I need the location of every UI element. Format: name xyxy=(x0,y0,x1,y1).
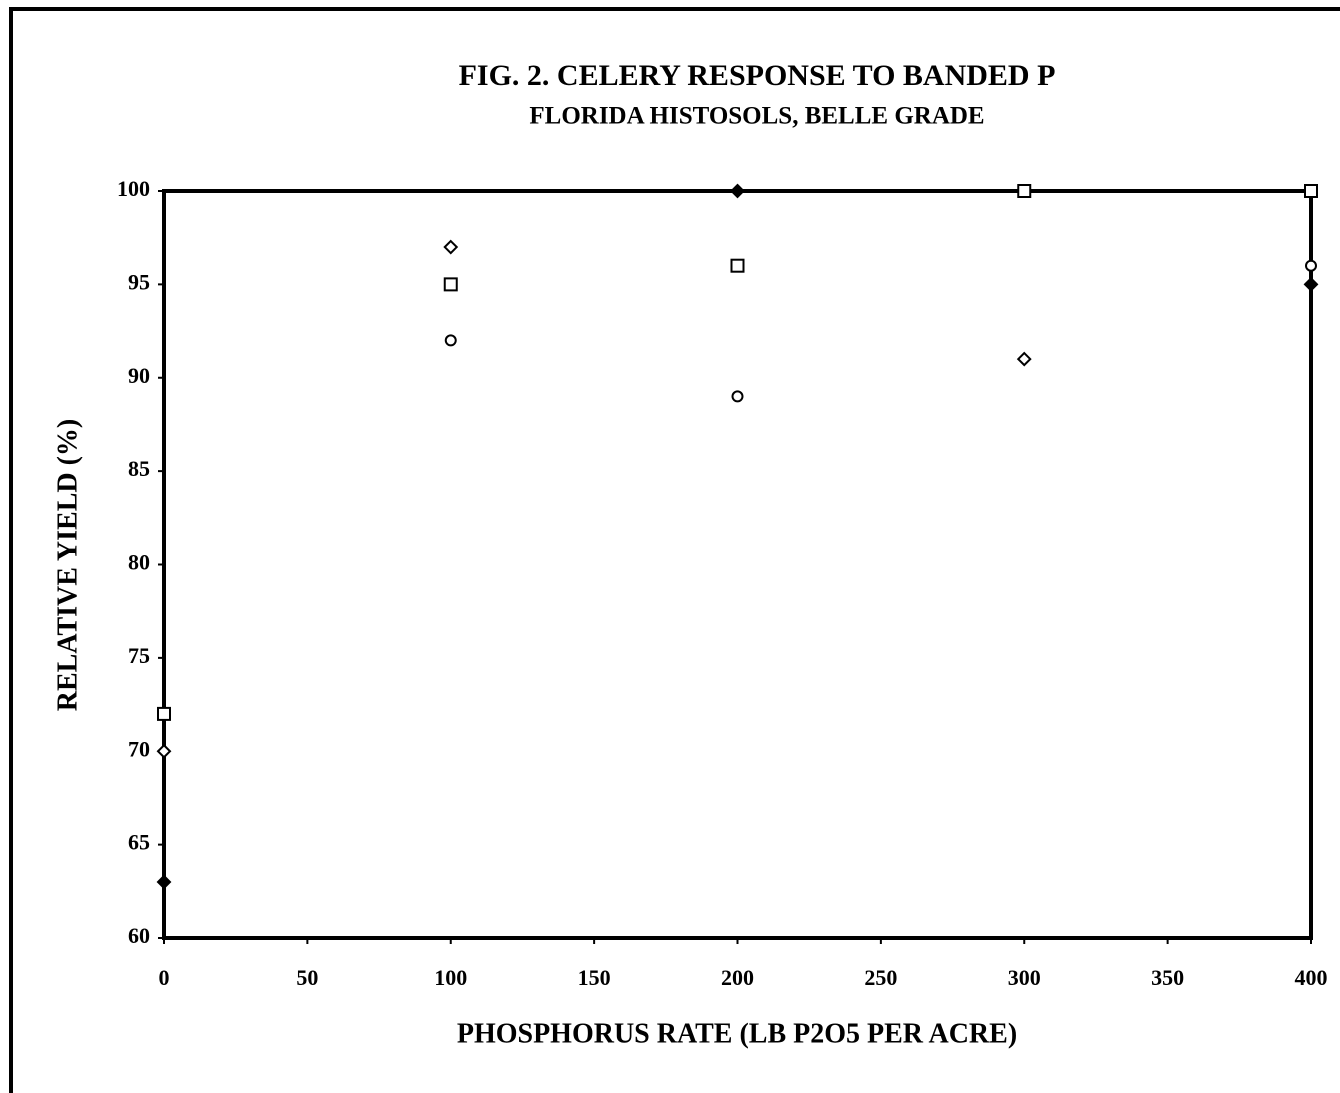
y-tick-label: 75 xyxy=(128,643,150,668)
y-tick-label: 95 xyxy=(128,269,150,294)
y-tick-label: 90 xyxy=(128,363,150,388)
point xyxy=(443,277,458,292)
y-axis-label: RELATIVE YIELD (%) xyxy=(52,419,83,711)
y-tick-label: 85 xyxy=(128,456,150,481)
point xyxy=(1305,259,1317,272)
x-tick-label: 300 xyxy=(1008,965,1041,990)
point xyxy=(1303,276,1319,292)
point xyxy=(731,390,744,403)
y-tick-label: 80 xyxy=(128,550,150,575)
point xyxy=(443,239,459,255)
y-tick-label: 70 xyxy=(128,736,150,761)
x-axis-label: PHOSPHORUS RATE (LB P2O5 PER ACRE) xyxy=(457,1018,1017,1049)
x-tick-label: 250 xyxy=(864,965,897,990)
x-tick-label: 0 xyxy=(159,965,170,990)
y-tick-label: 100 xyxy=(117,176,150,201)
frame xyxy=(9,7,1340,1093)
point xyxy=(730,183,745,199)
chart-subtitle: FLORIDA HISTOSOLS, BELLE GRADE xyxy=(529,103,984,130)
x-tick-label: 200 xyxy=(721,965,754,990)
y-tick-label: 65 xyxy=(128,830,150,855)
point xyxy=(157,706,171,721)
x-tick-label: 100 xyxy=(434,965,467,990)
chart-title: FIG. 2. CELERY RESPONSE TO BANDED P xyxy=(459,59,1056,92)
x-tick-label: 50 xyxy=(296,965,318,990)
point xyxy=(156,743,172,759)
point xyxy=(730,258,745,273)
x-tick-label: 150 xyxy=(578,965,611,990)
point xyxy=(1017,184,1032,198)
point xyxy=(1304,184,1318,198)
point xyxy=(156,874,172,890)
x-tick-label: 350 xyxy=(1151,965,1184,990)
plot-area xyxy=(162,189,1313,940)
point xyxy=(1016,351,1032,367)
y-tick-label: 60 xyxy=(128,923,150,948)
point xyxy=(444,334,457,347)
x-tick-label: 400 xyxy=(1295,965,1328,990)
